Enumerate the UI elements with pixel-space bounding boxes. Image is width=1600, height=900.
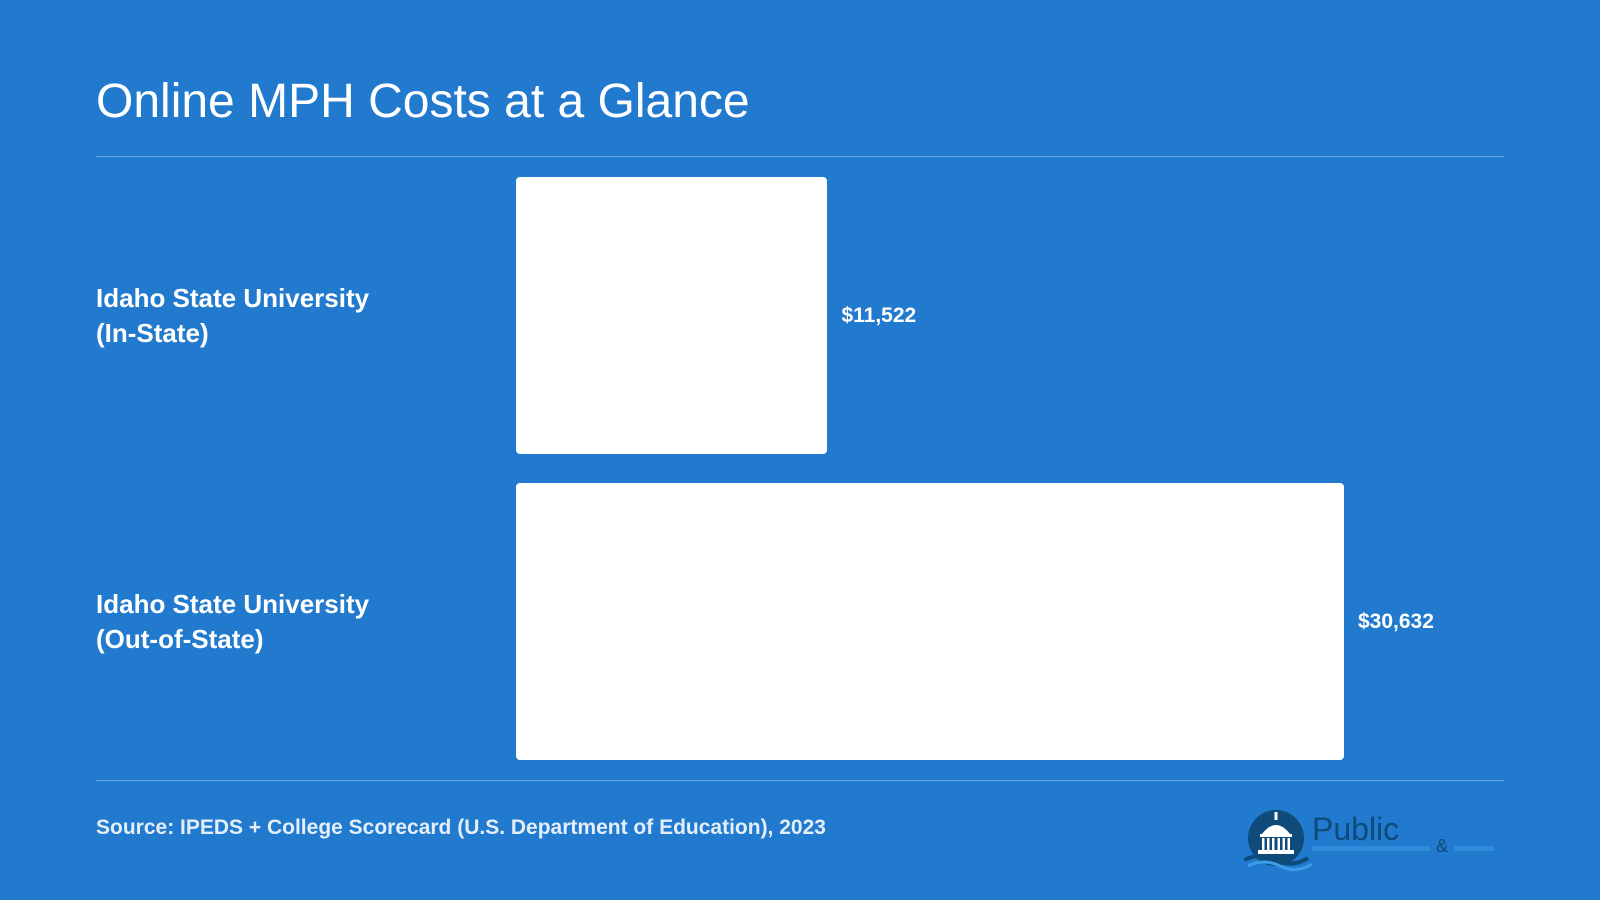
page-title: Online MPH Costs at a Glance [96, 75, 750, 128]
source-note: Source: IPEDS + College Scorecard (U.S. … [96, 816, 826, 839]
capitol-dome-icon: Public & [1243, 810, 1494, 871]
category-label-1: Idaho State University (Out-of-State) [96, 587, 476, 657]
value-label-1: $30,632 [1358, 609, 1434, 633]
bar-0 [516, 177, 828, 454]
bottom-divider [96, 780, 1504, 781]
category-label-1-line-0: Idaho State University [96, 588, 370, 619]
bar-1 [516, 483, 1344, 760]
logo-ampersand: & [1436, 836, 1448, 856]
top-divider [96, 156, 1504, 157]
brand-logo: Public & [1243, 808, 1504, 874]
category-label-0-line-1: (In-State) [96, 317, 209, 348]
value-label-0: $11,522 [841, 303, 917, 327]
category-label-1-line-1: (Out-of-State) [96, 623, 264, 654]
category-label-0: Idaho State University (In-State) [96, 281, 476, 351]
logo-word: Public [1312, 811, 1399, 847]
category-label-0-line-0: Idaho State University [96, 282, 370, 313]
